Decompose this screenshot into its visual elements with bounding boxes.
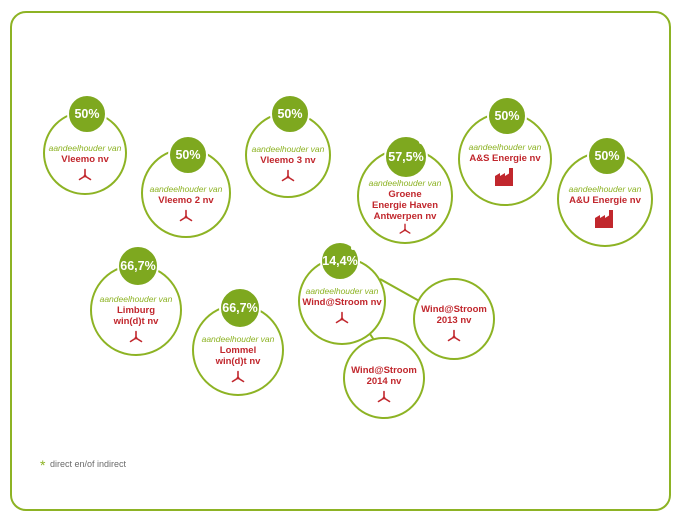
participation-au-energie: 50% aandeelhouder van A&U Energie nv — [557, 136, 653, 247]
percent-value: 50% — [277, 107, 303, 121]
percent-value: 66,7% — [120, 259, 156, 273]
shareholder-label: aandeelhouder van — [468, 142, 542, 152]
percent-badge: 50% — [487, 96, 527, 136]
asterisk-marker — [351, 246, 355, 250]
company-name-line: Antwerpen nv — [373, 211, 437, 222]
percent-badge: 50% — [587, 136, 627, 176]
participation-vleemo: 50% aandeelhouder van Vleemo nv — [43, 94, 127, 195]
diagram-frame — [10, 11, 671, 511]
wind-turbine-icon — [179, 209, 193, 222]
participation-vleemo-3: 50% aandeelhouder van Vleemo 3 nv — [245, 94, 331, 198]
wind-turbine-icon — [78, 168, 92, 181]
participation-lommel-windt: 66,7% aandeelhouder van Lommel win(d)t n… — [192, 287, 284, 396]
company-name-line: Energie Haven — [372, 200, 438, 211]
percent-badge: 50% — [168, 135, 208, 175]
legend-asterisk: * — [40, 457, 46, 473]
subsidiary-windstroom-2014: Wind@Stroom 2014 nv — [343, 337, 425, 419]
percent-badge: 14,4% — [320, 241, 360, 281]
shareholder-label: aandeelhouder van — [368, 178, 442, 188]
wind-turbine-icon — [335, 311, 349, 324]
legend-text: direct en/of indirect — [49, 459, 127, 469]
percent-badge: 66,7% — [219, 287, 261, 329]
participation-groene-energie-haven: 57,5% aandeelhouder van Groene Energie H… — [357, 135, 453, 244]
percent-value: 66,7% — [222, 301, 258, 315]
shareholder-label: aandeelhouder van — [305, 286, 379, 296]
participation-as-energie: 50% aandeelhouder van A&S Energie nv — [458, 96, 552, 206]
company-name-line: win(d)t nv — [113, 316, 159, 327]
asterisk-marker — [419, 140, 423, 144]
company-name-line: Wind@Stroom — [351, 365, 417, 376]
wind-turbine-icon — [231, 370, 245, 383]
factory-icon — [495, 168, 513, 186]
percent-value: 50% — [494, 109, 520, 123]
factory-icon — [595, 210, 613, 228]
subsidiary-windstroom-2013: Wind@Stroom 2013 nv — [413, 278, 495, 360]
participation-windstroom: 14,4% aandeelhouder van Wind@Stroom nv — [298, 241, 386, 345]
percent-badge: 57,5% — [384, 135, 428, 179]
company-name-line: Groene — [388, 189, 422, 200]
percent-badge: 50% — [270, 94, 310, 134]
shareholder-label: aandeelhouder van — [99, 294, 173, 304]
shareholder-label: aandeelhouder van — [149, 184, 223, 194]
company-name: Vleemo 2 nv — [158, 195, 214, 206]
wind-turbine-icon — [281, 169, 295, 182]
legend: * direct en/of indirect — [40, 457, 126, 473]
company-name: Vleemo 3 nv — [260, 155, 316, 166]
company-name: Vleemo nv — [61, 154, 109, 165]
percent-value: 14,4% — [322, 254, 358, 268]
wind-turbine-icon — [129, 330, 143, 343]
company-name-line: 2014 nv — [366, 376, 402, 387]
company-name-line: win(d)t nv — [215, 356, 261, 367]
percent-value: 50% — [175, 148, 201, 162]
percent-badge: 50% — [67, 94, 107, 134]
company-name: Wind@Stroom nv — [302, 297, 382, 308]
participation-vleemo-2: 50% aandeelhouder van Vleemo 2 nv — [141, 135, 231, 238]
percent-badge: 66,7% — [117, 245, 159, 287]
participation-limburg-windt: 66,7% aandeelhouder van Limburg win(d)t … — [90, 245, 182, 356]
company-name: A&U Energie nv — [569, 195, 641, 206]
wind-turbine-icon — [377, 390, 391, 403]
company-name-line: Wind@Stroom — [421, 304, 487, 315]
shareholder-label: aandeelhouder van — [251, 144, 325, 154]
shareholder-label: aandeelhouder van — [48, 143, 122, 153]
company-name-line: Limburg — [117, 305, 155, 316]
company-name: A&S Energie nv — [469, 153, 541, 164]
wind-turbine-icon — [399, 223, 411, 234]
percent-value: 50% — [594, 149, 620, 163]
shareholder-label: aandeelhouder van — [568, 184, 642, 194]
percent-value: 50% — [74, 107, 100, 121]
company-name-line: Lommel — [219, 345, 257, 356]
company-name-line: 2013 nv — [436, 315, 472, 326]
wind-turbine-icon — [447, 329, 461, 342]
percent-value: 57,5% — [388, 150, 424, 164]
shareholder-label: aandeelhouder van — [201, 334, 275, 344]
